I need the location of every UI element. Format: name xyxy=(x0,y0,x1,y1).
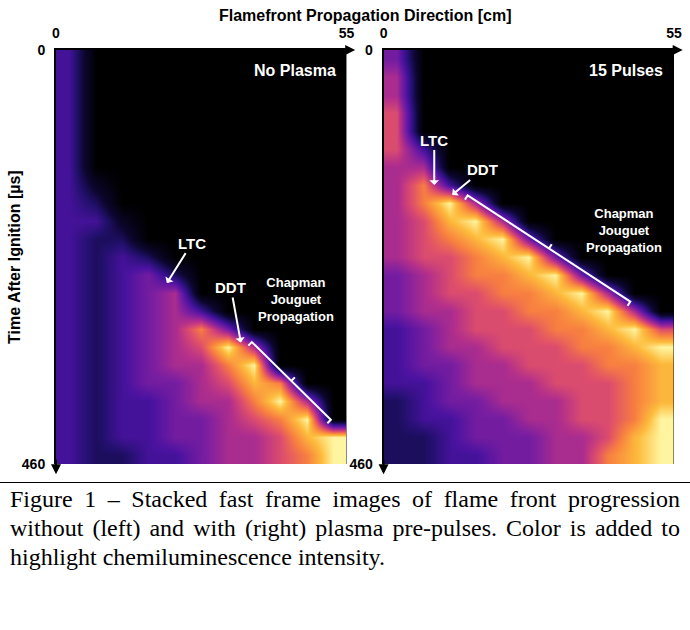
svg-text:460: 460 xyxy=(22,456,46,472)
svg-text:Flamefront Propagation Directi: Flamefront Propagation Direction [cm] xyxy=(219,7,511,24)
svg-text:No Plasma: No Plasma xyxy=(254,62,336,79)
svg-text:LTC: LTC xyxy=(420,132,448,149)
svg-text:DDT: DDT xyxy=(215,279,246,296)
svg-text:0: 0 xyxy=(52,25,60,41)
svg-text:ChapmanJouguetPropagation: ChapmanJouguetPropagation xyxy=(586,206,662,255)
svg-text:0: 0 xyxy=(380,25,388,41)
svg-text:15 Pulses: 15 Pulses xyxy=(589,62,663,79)
svg-text:Time After Ignition [µs]: Time After Ignition [µs] xyxy=(6,170,23,344)
svg-text:LTC: LTC xyxy=(178,235,206,252)
svg-text:0: 0 xyxy=(37,42,45,58)
html-text:Figure 1 – Stacked fast frame: Figure 1 – Stacked fast frame images of … xyxy=(10,486,680,570)
svg-text:55: 55 xyxy=(666,25,682,41)
svg-text:55: 55 xyxy=(339,25,355,41)
svg-text:0: 0 xyxy=(365,42,373,58)
svg-text:DDT: DDT xyxy=(467,161,498,178)
svg-text:ChapmanJouguetPropagation: ChapmanJouguetPropagation xyxy=(258,275,334,324)
svg-text:460: 460 xyxy=(349,456,373,472)
